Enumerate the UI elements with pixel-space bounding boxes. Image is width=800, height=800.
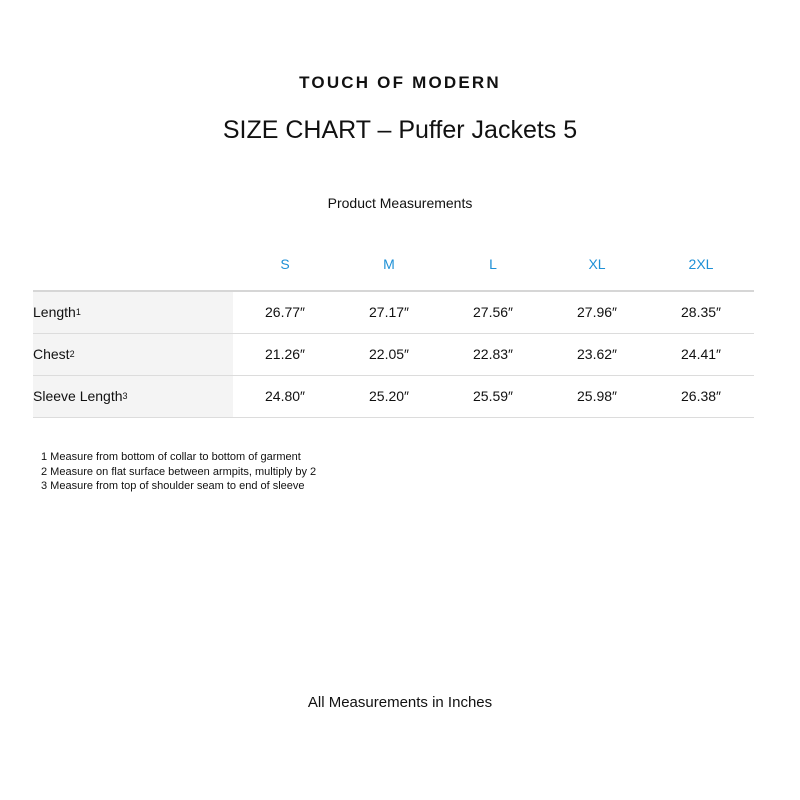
measurement-cell: 22.83″: [473, 346, 513, 362]
row-label: Chest2: [33, 334, 233, 375]
footnote-ref: 1: [75, 307, 81, 317]
row-label: Length1: [33, 292, 233, 333]
table-row: Chest2 21.26″ 22.05″ 22.83″ 23.62″ 24.41″: [33, 334, 754, 376]
footnote-ref: 2: [69, 349, 75, 359]
measurement-cell: 27.56″: [473, 304, 513, 320]
size-header: S: [280, 256, 290, 272]
size-header: M: [383, 256, 395, 272]
measurement-cell: 21.26″: [265, 346, 305, 362]
row-label: Sleeve Length3: [33, 376, 233, 417]
measurement-cell: 24.80″: [265, 388, 305, 404]
footnote: 1 Measure from bottom of collar to botto…: [41, 451, 301, 463]
measurement-cell: 23.62″: [577, 346, 617, 362]
row-label-text: Sleeve Length: [33, 388, 123, 404]
measurement-cell: 22.05″: [369, 346, 409, 362]
table-subtitle: Product Measurements: [327, 195, 473, 211]
measurement-cell: 25.98″: [577, 388, 617, 404]
footnote: 3 Measure from top of shoulder seam to e…: [41, 480, 305, 492]
row-label-text: Length: [33, 304, 76, 320]
measurement-cell: 26.77″: [265, 304, 305, 320]
size-header: L: [489, 256, 497, 272]
measurement-cell: 25.20″: [369, 388, 409, 404]
row-label-text: Chest: [33, 346, 70, 362]
measurement-cell: 25.59″: [473, 388, 513, 404]
size-header-row: S M L XL 2XL: [33, 248, 754, 292]
measurement-cell: 24.41″: [681, 346, 721, 362]
footnote: 2 Measure on flat surface between armpit…: [41, 465, 317, 478]
measurement-cell: 28.35″: [681, 304, 721, 320]
size-header: XL: [588, 256, 606, 272]
table-row: Length1 26.77″ 27.17″ 27.56″ 27.96″ 28.35″: [33, 292, 754, 334]
brand-logo: TOUCH OF MODERN: [299, 73, 501, 92]
units-note: All Measurements in Inches: [307, 694, 493, 711]
size-table: S M L XL 2XL Length1 26.77″ 27.17″ 27.56″ 27…: [33, 248, 754, 418]
page-title: SIZE CHART – Puffer Jackets 5: [222, 116, 578, 144]
size-header: 2XL: [688, 256, 714, 272]
table-row: Sleeve Length3 24.80″ 25.20″ 25.59″ 25.98″ 26…: [33, 376, 754, 418]
footnote-ref: 3: [122, 391, 128, 401]
footnotes: 1 Measure from bottom of collar to botto…: [41, 450, 316, 494]
measurement-cell: 27.96″: [577, 304, 617, 320]
measurement-cell: 27.17″: [369, 304, 409, 320]
measurement-cell: 26.38″: [681, 388, 721, 404]
